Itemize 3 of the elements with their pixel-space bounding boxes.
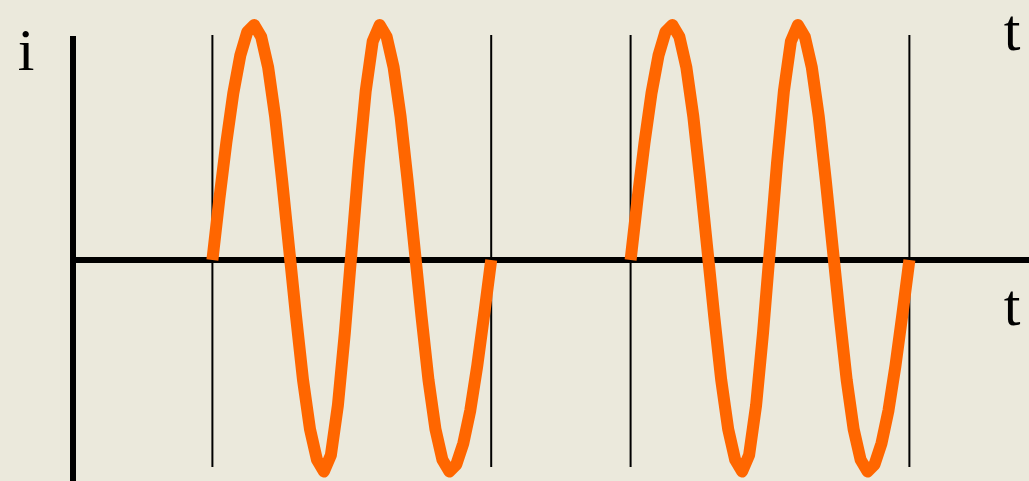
text: t <box>1003 0 1021 63</box>
x-axis-title: t <box>1003 272 1021 338</box>
y-axis-title: i <box>17 17 35 83</box>
